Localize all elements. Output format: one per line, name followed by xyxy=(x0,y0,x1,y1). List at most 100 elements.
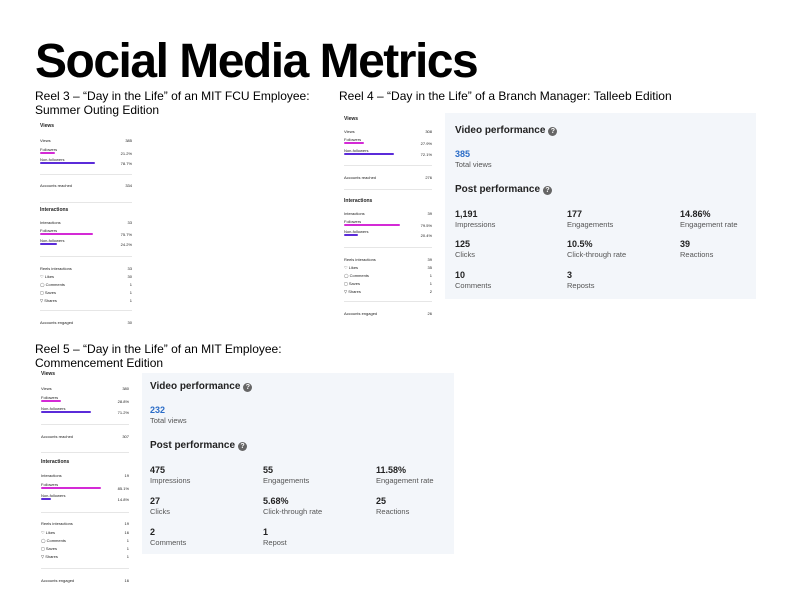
comment-icon: ◯ xyxy=(344,273,350,278)
ctr-label: Click-through rate xyxy=(263,507,323,516)
engagement-rate-label: Engagement rate xyxy=(376,476,434,485)
accounts-engaged-label: Accounts engaged xyxy=(344,311,378,316)
nonfollowers-label: Non-followers xyxy=(41,406,66,411)
help-icon[interactable]: ? xyxy=(243,383,253,392)
int-followers-bar xyxy=(344,224,400,226)
accounts-reached-label: Accounts reached xyxy=(344,175,377,180)
reels-interactions-label: Reels interactions xyxy=(344,257,376,262)
impressions-label: Impressions xyxy=(150,476,191,485)
comments-label: ◯ Comments xyxy=(41,538,66,543)
int-followers-pct: 85.1% xyxy=(117,486,129,491)
int-nonfollowers-label: Non-followers xyxy=(344,229,369,234)
divider xyxy=(344,247,432,248)
views-value: 308 xyxy=(425,129,432,134)
followers-pct: 27.9% xyxy=(420,141,432,146)
saves-label: ▢ Saves xyxy=(40,290,57,295)
accounts-reached-label: Accounts reached xyxy=(40,183,73,188)
interactions-label: Interactions xyxy=(40,220,61,225)
engagements-label: Engagements xyxy=(263,476,310,485)
accounts-reached-value: 307 xyxy=(122,434,129,439)
divider xyxy=(40,310,132,311)
views-heading: Views xyxy=(344,116,359,122)
divider xyxy=(344,165,432,166)
interactions-value: 33 xyxy=(127,220,132,225)
divider xyxy=(41,424,129,425)
send-icon: ▽ xyxy=(344,289,349,294)
accounts-reached-value: 276 xyxy=(425,175,432,180)
followers-label: Followers xyxy=(344,137,362,142)
heart-icon: ♡ xyxy=(40,274,45,279)
interactions-heading: Interactions xyxy=(40,207,69,213)
saves-value: 1 xyxy=(429,281,432,286)
likes-value: 30 xyxy=(127,274,132,279)
interactions-label: Interactions xyxy=(344,211,365,216)
total-views-value[interactable]: 232 xyxy=(150,405,166,415)
total-views-value[interactable]: 385 xyxy=(455,149,471,159)
help-icon[interactable]: ? xyxy=(548,127,558,136)
nonfollowers-bar xyxy=(41,411,91,413)
bookmark-icon: ▢ xyxy=(40,290,45,295)
followers-bar xyxy=(40,152,55,154)
reactions-value: 25 xyxy=(376,496,387,506)
impressions-value: 475 xyxy=(150,465,166,475)
send-icon: ▽ xyxy=(40,298,45,303)
int-nonfollowers-bar xyxy=(40,243,57,245)
accounts-reached-value: 334 xyxy=(125,183,132,188)
accounts-reached-label: Accounts reached xyxy=(41,434,74,439)
post-performance-heading: Post performance? xyxy=(150,440,248,451)
total-views-label: Total views xyxy=(455,160,492,169)
post-performance-heading: Post performance? xyxy=(455,184,553,195)
likes-value: 35 xyxy=(427,265,432,270)
reel5-instagram-insights: Views Views 380 Followers 28.8% Non-foll… xyxy=(41,372,129,584)
views-heading: Views xyxy=(40,123,55,129)
reel5-heading: Reel 5 – “Day in the Life” of an MIT Emp… xyxy=(35,342,335,370)
int-nonfollowers-pct: 24.2% xyxy=(120,242,132,247)
followers-pct: 28.8% xyxy=(117,399,129,404)
reposts-value: 3 xyxy=(567,270,573,280)
int-followers-label: Followers xyxy=(41,482,59,487)
comments-label: ◯ Comments xyxy=(344,273,369,278)
nonfollowers-pct: 72.1% xyxy=(420,152,432,157)
divider xyxy=(41,568,129,569)
impressions-label: Impressions xyxy=(455,220,496,229)
video-performance-heading: Video performance? xyxy=(455,125,558,136)
followers-label: Followers xyxy=(41,395,59,400)
reposts-label: Reposts xyxy=(567,281,595,290)
shares-label: ▽ Shares xyxy=(40,298,57,303)
page-title: Social Media Metrics xyxy=(35,35,479,88)
accounts-engaged-value: 16 xyxy=(124,578,129,583)
likes-value: 16 xyxy=(124,530,129,535)
int-followers-label: Followers xyxy=(344,219,362,224)
accounts-engaged-value: 30 xyxy=(127,320,132,325)
divider xyxy=(41,512,129,513)
int-nonfollowers-label: Non-followers xyxy=(41,493,66,498)
comments-label: Comments xyxy=(455,281,492,290)
divider xyxy=(40,256,132,257)
int-nonfollowers-label: Non-followers xyxy=(40,238,65,243)
interactions-value: 39 xyxy=(427,211,432,216)
reel4-heading: Reel 4 – “Day in the Life” of a Branch M… xyxy=(339,89,672,103)
reel4-linkedin-performance-card: Video performance? 385 Total views Post … xyxy=(445,113,756,299)
divider xyxy=(344,301,432,302)
reels-interactions-label: Reels interactions xyxy=(40,266,72,271)
nonfollowers-label: Non-followers xyxy=(344,148,369,153)
reactions-value: 39 xyxy=(680,239,691,249)
reels-interactions-value: 33 xyxy=(127,266,132,271)
reels-interactions-value: 19 xyxy=(124,521,129,526)
help-icon[interactable]: ? xyxy=(238,442,248,451)
reel3-heading-line2: Summer Outing Edition xyxy=(35,103,160,117)
help-icon[interactable]: ? xyxy=(543,186,553,195)
bookmark-icon: ▢ xyxy=(41,546,46,551)
saves-label: ▢ Saves xyxy=(41,546,58,551)
clicks-value: 125 xyxy=(455,239,471,249)
views-label: Views xyxy=(41,386,52,391)
int-followers-label: Followers xyxy=(40,228,58,233)
int-followers-pct: 75.7% xyxy=(120,232,132,237)
int-nonfollowers-pct: 14.8% xyxy=(117,497,129,502)
views-value: 380 xyxy=(122,386,129,391)
shares-value: 1 xyxy=(126,554,129,559)
nonfollowers-label: Non-followers xyxy=(40,157,65,162)
int-followers-bar xyxy=(40,233,93,235)
likes-label: ♡ Likes xyxy=(40,274,55,279)
accounts-engaged-label: Accounts engaged xyxy=(40,320,74,325)
